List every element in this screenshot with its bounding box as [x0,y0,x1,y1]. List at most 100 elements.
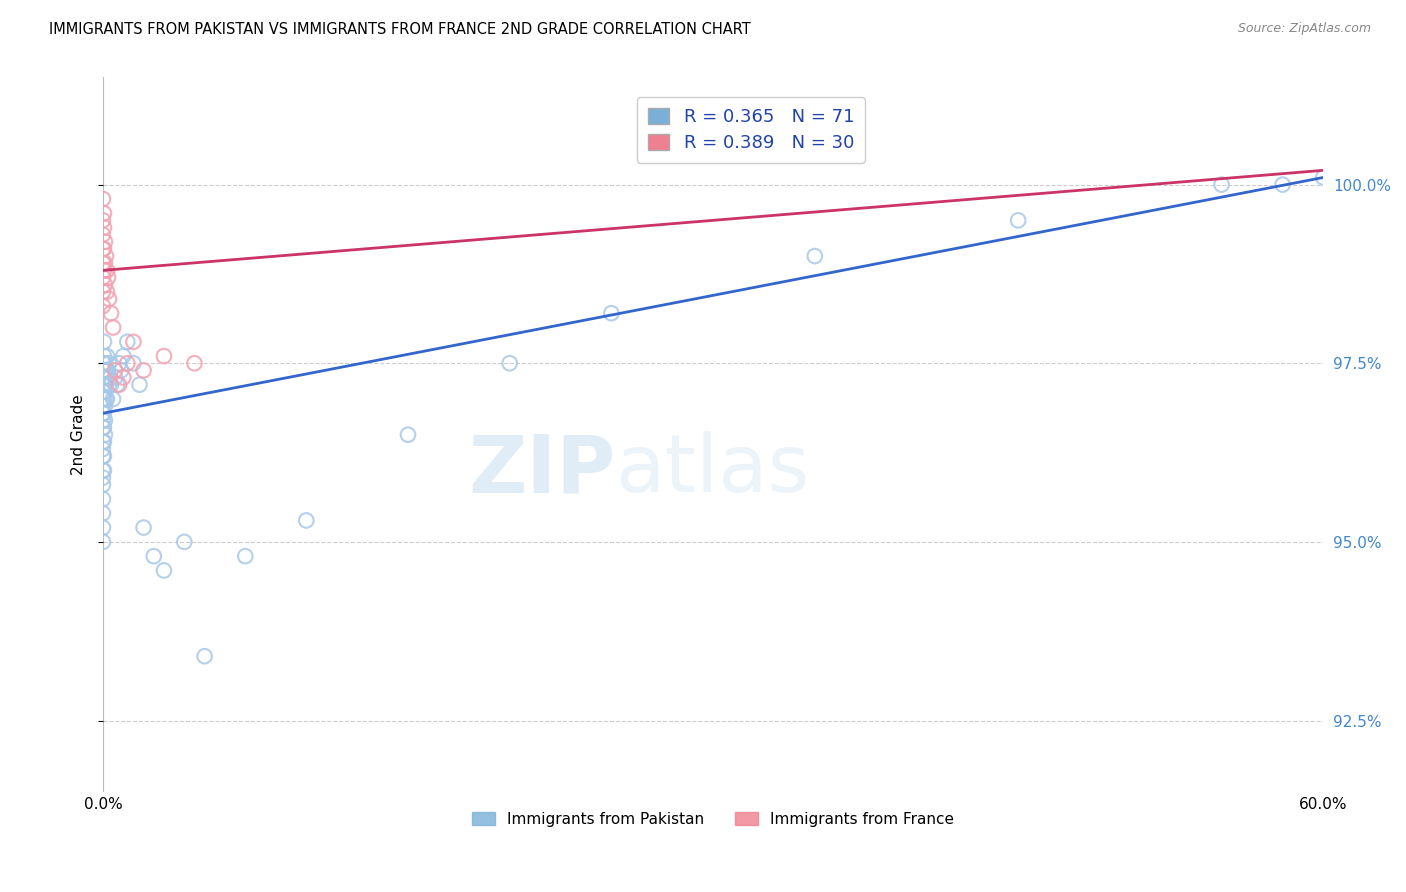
Point [93,392,115,406]
Point [91,242,114,256]
Text: ZIP: ZIP [468,432,616,509]
Point [91,399,114,413]
Point [98,356,121,370]
Text: Source: ZipAtlas.com: Source: ZipAtlas.com [1237,22,1371,36]
Point [91,363,114,377]
Point [122,334,145,349]
Point [104,363,127,377]
Point [499,356,522,370]
Point [101,320,124,334]
Point [396,427,419,442]
Point [153,564,176,578]
Point [93,420,115,434]
Point [110,363,132,377]
Point [112,370,135,384]
Point [91,477,114,491]
Point [93,434,115,449]
Point [93,263,115,277]
Point [96,263,118,277]
Point [94,392,117,406]
Point [91,406,114,420]
Point [91,434,114,449]
Point [108,377,131,392]
Point [97,363,120,377]
Point [94,384,117,399]
Point [94,363,117,377]
Point [97,270,120,285]
Point [1312,170,1334,185]
Point [91,413,114,427]
Text: atlas: atlas [616,432,810,509]
Point [101,392,124,406]
Point [94,399,117,413]
Point [94,249,117,263]
Point [94,356,117,370]
Point [600,306,623,320]
Point [98,377,121,392]
Point [93,206,115,220]
Point [91,227,114,242]
Point [105,377,128,392]
Point [173,534,195,549]
Point [132,363,155,377]
Point [91,384,114,399]
Point [117,334,139,349]
Point [91,506,114,520]
Point [108,356,131,370]
Point [94,256,117,270]
Point [94,413,117,427]
Point [91,270,114,285]
Point [91,442,114,456]
Point [128,377,150,392]
Point [91,534,114,549]
Point [1211,178,1233,192]
Point [91,420,114,434]
Point [91,285,114,299]
Point [112,349,135,363]
Point [93,406,115,420]
Point [804,249,827,263]
Point [153,349,176,363]
Point [91,520,114,534]
Point [100,306,122,320]
Point [91,463,114,477]
Point [91,299,114,313]
Point [98,292,121,306]
Point [142,549,165,564]
Point [132,520,155,534]
Point [117,356,139,370]
Point [91,449,114,463]
Point [94,370,117,384]
Point [93,463,115,477]
Point [93,349,115,363]
Y-axis label: 2nd Grade: 2nd Grade [72,394,86,475]
Text: IMMIGRANTS FROM PAKISTAN VS IMMIGRANTS FROM FRANCE 2ND GRADE CORRELATION CHART: IMMIGRANTS FROM PAKISTAN VS IMMIGRANTS F… [49,22,751,37]
Point [94,235,117,249]
Point [233,549,256,564]
Point [93,377,115,392]
Point [183,356,205,370]
Point [91,377,114,392]
Point [91,470,114,484]
Point [122,356,145,370]
Point [91,356,114,370]
Point [1271,178,1294,192]
Point [91,213,114,227]
Point [96,349,118,363]
Point [93,242,115,256]
Point [194,649,217,664]
Point [91,491,114,506]
Point [91,256,114,270]
Point [104,370,127,384]
Point [93,220,115,235]
Point [91,192,114,206]
Point [93,363,115,377]
Point [91,392,114,406]
Point [96,285,118,299]
Point [94,377,117,392]
Point [1007,213,1029,227]
Point [93,334,115,349]
Point [96,392,118,406]
Legend: Immigrants from Pakistan, Immigrants from France: Immigrants from Pakistan, Immigrants fro… [464,804,962,834]
Point [94,427,117,442]
